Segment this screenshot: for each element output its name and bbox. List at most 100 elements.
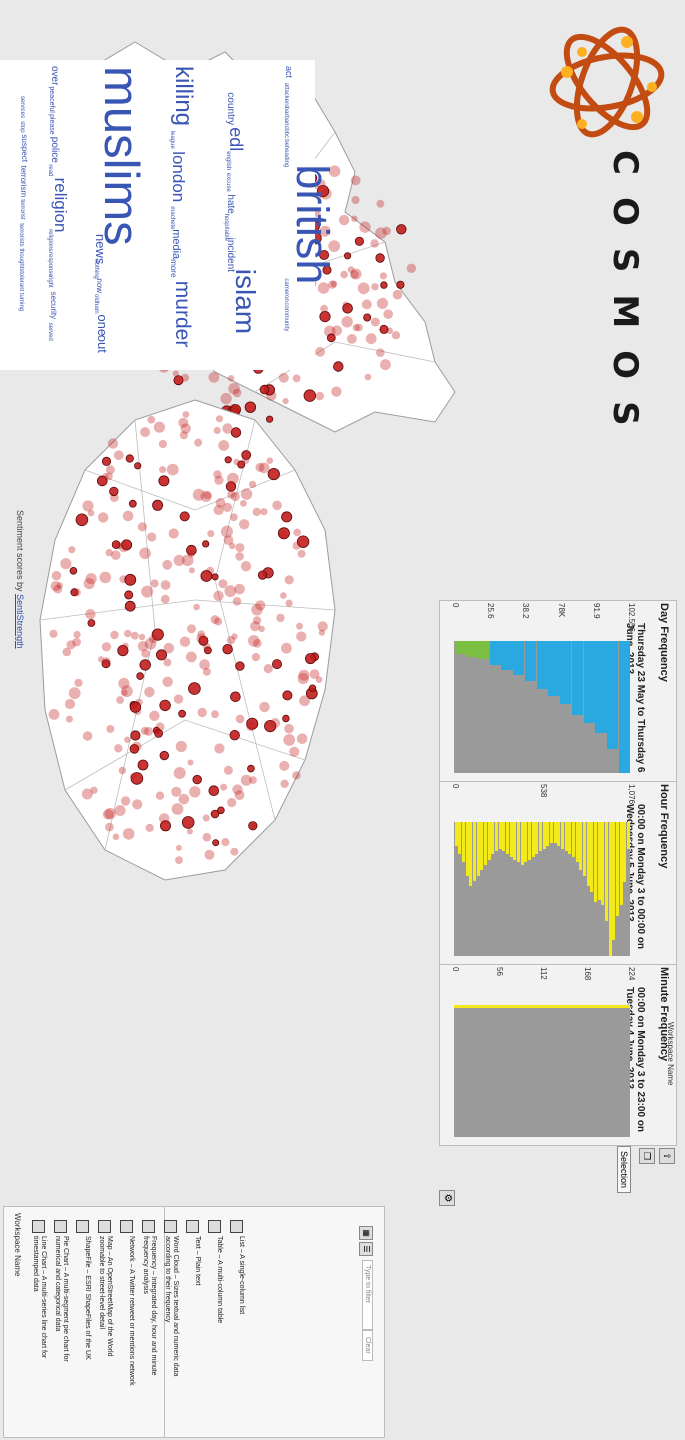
tweet-dot[interactable]	[320, 304, 328, 313]
word-cloud-word[interactable]: bbc	[283, 128, 289, 139]
tweet-dot[interactable]	[141, 585, 154, 598]
tweet-dot[interactable]	[220, 392, 232, 405]
tweet-dot[interactable]	[266, 415, 274, 423]
tweet-dot[interactable]	[371, 283, 379, 291]
tweet-dot[interactable]	[87, 509, 95, 517]
tweet-dot[interactable]	[171, 786, 182, 797]
word-cloud-word[interactable]: please	[48, 114, 55, 135]
tweet-dot[interactable]	[163, 642, 175, 654]
tweet-dot[interactable]	[106, 725, 115, 733]
tweet-dot[interactable]	[340, 270, 348, 279]
tweet-dot[interactable]	[122, 510, 134, 522]
tweet-dot[interactable]	[230, 847, 239, 856]
clear-button[interactable]: Clear	[362, 1330, 373, 1361]
tweet-dot[interactable]	[257, 570, 268, 580]
tweet-dot[interactable]	[68, 546, 76, 554]
tweet-dot[interactable]	[222, 502, 232, 513]
frequency-bar[interactable]	[623, 822, 627, 883]
word-cloud-word[interactable]: religion	[51, 177, 70, 233]
tweet-dot[interactable]	[240, 500, 247, 507]
tweet-dot[interactable]	[118, 542, 129, 553]
tweet-dot[interactable]	[49, 629, 58, 638]
export-icon[interactable]: ⇪	[659, 1148, 675, 1164]
tweet-dot[interactable]	[357, 282, 370, 295]
tweet-dot[interactable]	[331, 386, 342, 397]
frequency-bar[interactable]	[582, 822, 586, 876]
tweet-dot[interactable]	[181, 554, 194, 567]
tweet-dot[interactable]	[351, 195, 360, 205]
word-cloud-word[interactable]: tolerant	[18, 271, 24, 292]
list-view-icon[interactable]: ☰	[359, 1242, 373, 1256]
frequency-bar[interactable]	[472, 822, 476, 881]
tweet-dot[interactable]	[137, 759, 149, 771]
tweet-dot[interactable]	[270, 718, 281, 728]
tweet-dot[interactable]	[213, 470, 222, 479]
tweet-dot[interactable]	[226, 636, 236, 645]
tweet-dot[interactable]	[147, 532, 157, 542]
tweet-dot[interactable]	[342, 301, 350, 308]
tweet-dot[interactable]	[213, 504, 224, 516]
tweet-dot[interactable]	[149, 710, 160, 721]
tweet-dot[interactable]	[278, 372, 289, 383]
tweet-dot[interactable]	[120, 685, 133, 698]
tweet-dot[interactable]	[197, 707, 207, 718]
word-cloud-word[interactable]: english	[225, 151, 231, 171]
tweet-dot[interactable]	[330, 280, 338, 288]
tweet-dot[interactable]	[292, 374, 301, 383]
tweet-dot[interactable]	[124, 590, 134, 600]
tweet-dot[interactable]	[251, 604, 263, 616]
tweet-dot[interactable]	[315, 192, 322, 200]
tweet-dot[interactable]	[207, 530, 215, 538]
tweet-dot[interactable]	[189, 786, 201, 798]
tweet-dot[interactable]	[188, 567, 195, 574]
tweet-dot[interactable]	[351, 215, 358, 222]
tweet-dot[interactable]	[264, 719, 277, 733]
tweet-dot[interactable]	[188, 682, 201, 695]
tweet-dot[interactable]	[230, 491, 240, 502]
tweet-dot[interactable]	[392, 289, 403, 300]
frequency-bar[interactable]	[571, 822, 575, 857]
frequency-bar[interactable]	[502, 822, 506, 852]
tweet-dot[interactable]	[148, 634, 158, 644]
tweet-dot[interactable]	[159, 699, 171, 712]
frequency-bar[interactable]	[549, 822, 553, 844]
tweet-dot[interactable]	[292, 541, 301, 550]
tweet-dot[interactable]	[224, 585, 237, 598]
tweet-dot[interactable]	[105, 548, 113, 557]
tweet-dot[interactable]	[282, 690, 293, 701]
tweet-dot[interactable]	[151, 628, 164, 641]
tweet-dot[interactable]	[375, 227, 387, 239]
tweet-dot[interactable]	[365, 333, 377, 345]
tweet-dot[interactable]	[114, 805, 126, 816]
tweet-dot[interactable]	[65, 715, 73, 723]
tweet-dot[interactable]	[160, 820, 172, 832]
tweet-dot[interactable]	[125, 454, 134, 463]
tweet-dot[interactable]	[232, 388, 242, 398]
frequency-bar[interactable]	[608, 822, 612, 956]
tweet-dot[interactable]	[129, 773, 137, 780]
tweet-dot[interactable]	[258, 625, 265, 633]
tweet-dot[interactable]	[279, 760, 290, 771]
tweet-dot[interactable]	[315, 676, 323, 684]
frequency-bar[interactable]	[454, 641, 466, 655]
tweet-dot[interactable]	[370, 239, 379, 248]
tweet-dot[interactable]	[60, 558, 72, 570]
word-cloud-word[interactable]: beheading	[283, 139, 289, 168]
tweet-dot[interactable]	[130, 730, 141, 741]
tweet-dot[interactable]	[178, 417, 189, 428]
tweet-dot[interactable]	[162, 676, 173, 687]
word-cloud-word[interactable]: cameron	[283, 278, 289, 302]
tweet-dot[interactable]	[202, 540, 210, 548]
grid-view-icon[interactable]: ▦	[359, 1226, 373, 1240]
word-cloud-word[interactable]: barbaric	[283, 106, 289, 129]
tweet-dot[interactable]	[346, 334, 357, 344]
tweet-dot[interactable]	[344, 252, 352, 260]
tweet-dot[interactable]	[370, 317, 380, 327]
tweet-dot[interactable]	[130, 631, 139, 640]
tweet-dot[interactable]	[223, 535, 234, 546]
tweet-dot[interactable]	[62, 647, 72, 657]
frequency-bar[interactable]	[524, 822, 528, 863]
tweet-dot[interactable]	[136, 672, 144, 680]
tweet-dot[interactable]	[182, 411, 190, 418]
tweet-dot[interactable]	[141, 649, 150, 658]
